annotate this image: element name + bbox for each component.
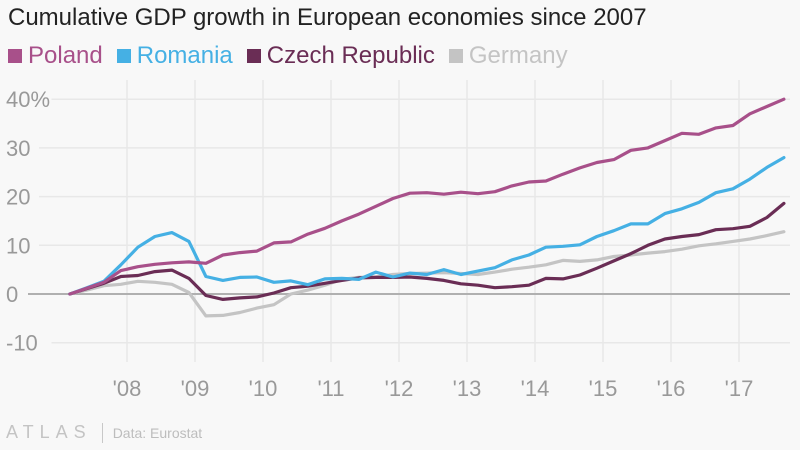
chart-title: Cumulative GDP growth in European econom… (8, 4, 647, 31)
legend-label-poland: Poland (28, 42, 103, 69)
legend-item-germany: Germany (448, 42, 568, 70)
x-tick-label: '08 (113, 376, 142, 401)
x-axis: '08 '09 '10 '11 '12 '13 '14 '15 '16 '17 (113, 376, 754, 401)
legend-label-czech-republic: Czech Republic (266, 42, 435, 69)
y-tick-label: 20 (6, 185, 30, 210)
y-tick-label: 40% (6, 87, 50, 112)
y-tick-label: 30 (6, 136, 30, 161)
x-tick-label: '11 (317, 376, 344, 401)
x-tick-label: '12 (385, 376, 414, 401)
legend-item-romania: Romania (116, 42, 233, 70)
x-tick-label: '16 (657, 376, 686, 401)
legend-swatch-romania (116, 49, 131, 63)
legend-item-poland: Poland (8, 42, 103, 70)
x-tick-label: '15 (589, 376, 618, 401)
legend-label-germany: Germany (468, 42, 568, 69)
series-line-poland (68, 97, 786, 296)
footer: ATLAS Data: Eurostat (6, 422, 202, 443)
series-line-romania (68, 156, 786, 296)
footer-divider (101, 422, 103, 443)
legend: Poland Romania Czech Republic Germany (8, 42, 568, 70)
grid (28, 80, 790, 362)
x-tick-label: '09 (181, 376, 210, 401)
data-source: Data: Eurostat (112, 424, 203, 441)
legend-swatch-germany (448, 49, 463, 63)
x-tick-label: '10 (249, 376, 278, 401)
legend-label-romania: Romania (136, 42, 233, 69)
y-axis: -10 0 10 20 30 40% (6, 87, 50, 356)
y-tick-label: -10 (6, 331, 38, 356)
atlas-logo: ATLAS (6, 422, 92, 442)
y-tick-label: 0 (6, 282, 18, 307)
series-lines (68, 97, 786, 318)
legend-item-czech-republic: Czech Republic (246, 42, 435, 70)
line-chart: -10 0 10 20 30 40% '08 '09 '10 '11 '12 '13 '14 '15 '1… (6, 80, 790, 401)
legend-swatch-poland (8, 49, 22, 63)
y-tick-label: 10 (6, 233, 30, 258)
x-tick-label: '17 (725, 376, 754, 401)
x-tick-label: '14 (521, 376, 550, 401)
legend-swatch-czech-republic (246, 49, 261, 63)
x-tick-label: '13 (453, 376, 482, 401)
series-line-czech-republic (68, 201, 786, 301)
